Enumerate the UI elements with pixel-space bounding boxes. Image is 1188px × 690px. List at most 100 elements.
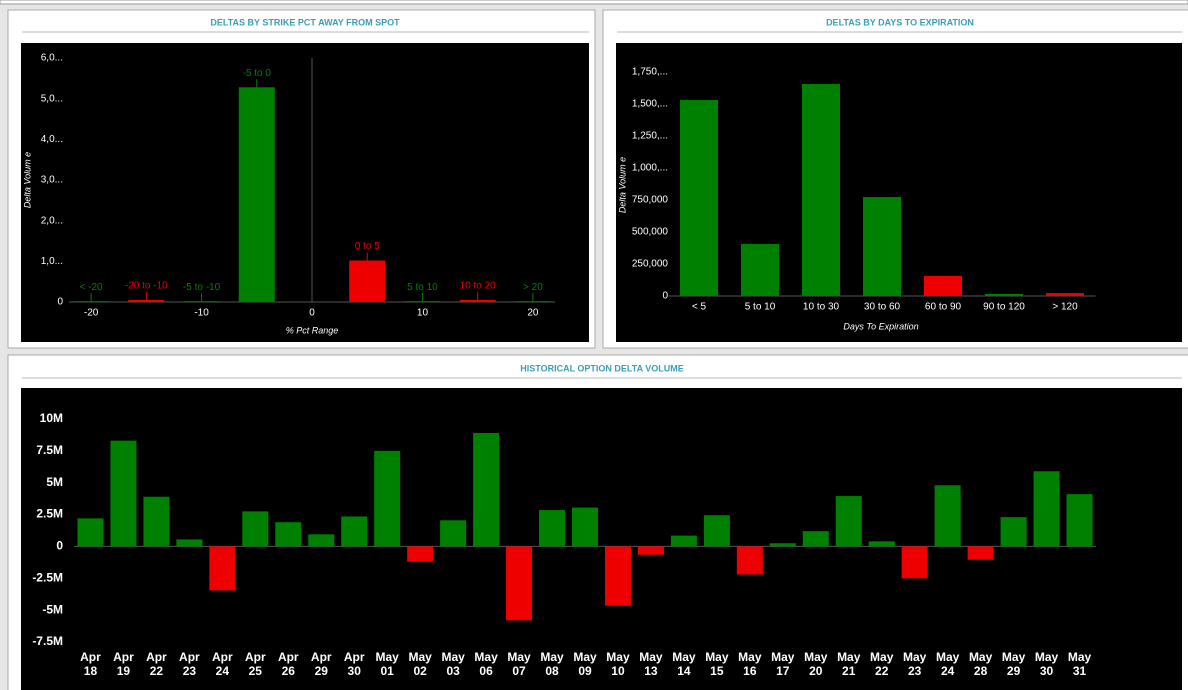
bar (473, 433, 500, 547)
bar (680, 100, 718, 296)
x-tick-label: May 14 (672, 650, 696, 678)
bar (514, 301, 551, 303)
x-tick-label: May 10 (606, 650, 630, 678)
bar (143, 496, 170, 547)
chart-title: HISTORICAL OPTION DELTA VOLUME (520, 363, 684, 373)
x-tick-label: May 07 (507, 650, 531, 678)
bar (506, 546, 533, 621)
y-tick-label: 3,0... (41, 175, 63, 186)
x-tick-label: Apr 18 (80, 650, 101, 678)
y-tick-label: 4,0... (41, 134, 63, 145)
data-label: < -20 (80, 282, 104, 293)
y-tick-label: 10M (40, 411, 63, 425)
y-tick-label: 0 (57, 297, 63, 308)
bar (275, 522, 302, 547)
y-tick-label: 1,250,... (632, 131, 668, 142)
y-tick-label: -7.5M (32, 634, 63, 648)
data-label: -20 to -10 (125, 281, 168, 292)
x-tick-label: May 08 (540, 650, 564, 678)
bar (539, 510, 566, 547)
x-tick-label: -10 (194, 308, 209, 319)
y-tick-label: -2.5M (32, 570, 63, 584)
bar (349, 260, 386, 302)
bar (741, 244, 779, 296)
bar (985, 293, 1023, 296)
bar (407, 546, 434, 562)
bar (459, 299, 496, 302)
x-tick-label: Apr 23 (179, 650, 200, 678)
x-tick-label: May 20 (804, 650, 828, 678)
bar (1000, 517, 1027, 547)
x-tick-label: 10 (417, 308, 429, 319)
x-tick-label: Apr 24 (212, 650, 233, 678)
bar (341, 516, 368, 547)
bar (802, 84, 840, 296)
x-tick-label: May 02 (408, 650, 432, 678)
x-tick-label: May 17 (771, 650, 795, 678)
x-tick-label: May 22 (870, 650, 894, 678)
bar (802, 531, 829, 547)
data-label: 0 to 5 (355, 241, 380, 252)
bar (404, 301, 441, 303)
x-axis-label: Days To Expiration (843, 321, 918, 331)
bar (176, 539, 203, 547)
bar (374, 450, 401, 547)
x-tick-label: May 21 (837, 650, 861, 678)
data-label: > 20 (523, 282, 543, 293)
bar (604, 546, 631, 606)
bar (238, 87, 275, 302)
x-tick-label: Apr 22 (146, 650, 167, 678)
bar (308, 534, 335, 547)
bar (1066, 494, 1093, 547)
x-tick-label: < 5 (692, 302, 707, 313)
x-tick-label: May 29 (1001, 650, 1026, 678)
bar (1033, 471, 1060, 547)
bar (183, 301, 220, 303)
bar (901, 546, 928, 579)
y-tick-label: -5M (42, 602, 63, 616)
y-tick-label: 1,750,... (632, 67, 668, 78)
x-tick-label: 20 (527, 308, 539, 319)
bar (703, 515, 730, 547)
x-tick-label: May 06 (474, 650, 498, 678)
data-label: -5 to -10 (183, 282, 221, 293)
x-tick-label: May 31 (1067, 650, 1092, 678)
bar (572, 507, 598, 547)
x-tick-label: 5 to 10 (745, 302, 776, 313)
x-tick-label: 60 to 90 (925, 302, 962, 313)
y-tick-label: 2.5M (36, 507, 63, 521)
plot-area (21, 388, 1182, 690)
data-label: 10 to 20 (460, 281, 497, 292)
y-tick-label: 250,000 (632, 259, 669, 270)
bar (670, 535, 697, 547)
bar (863, 197, 901, 296)
y-tick-label: 1,500,... (632, 99, 668, 110)
y-tick-label: 5M (46, 475, 63, 489)
bar (110, 440, 137, 547)
bar (835, 496, 862, 547)
x-tick-label: 30 to 60 (864, 302, 901, 313)
y-tick-label: 5,0... (41, 93, 63, 104)
bar (209, 546, 236, 591)
x-tick-label: May 23 (903, 650, 927, 678)
bar (934, 485, 961, 547)
bar (1046, 293, 1084, 296)
y-tick-label: 500,000 (632, 227, 669, 238)
x-tick-label: > 120 (1052, 302, 1078, 313)
bar (73, 301, 110, 303)
x-tick-label: Apr 25 (244, 650, 266, 678)
bar (242, 511, 269, 547)
y-tick-label: 750,000 (632, 195, 669, 206)
x-tick-label: May 30 (1034, 650, 1059, 678)
y-tick-label: 2,0... (41, 215, 63, 226)
x-tick-label: May 13 (639, 650, 663, 678)
bar (967, 546, 994, 560)
top-panel (0, 0, 1188, 5)
y-axis-label: Delta Volum e (22, 152, 32, 208)
x-tick-label: May 03 (441, 650, 465, 678)
bar (868, 541, 895, 547)
bar (769, 543, 796, 547)
chart-title: DELTAS BY STRIKE PCT AWAY FROM SPOT (210, 17, 400, 27)
